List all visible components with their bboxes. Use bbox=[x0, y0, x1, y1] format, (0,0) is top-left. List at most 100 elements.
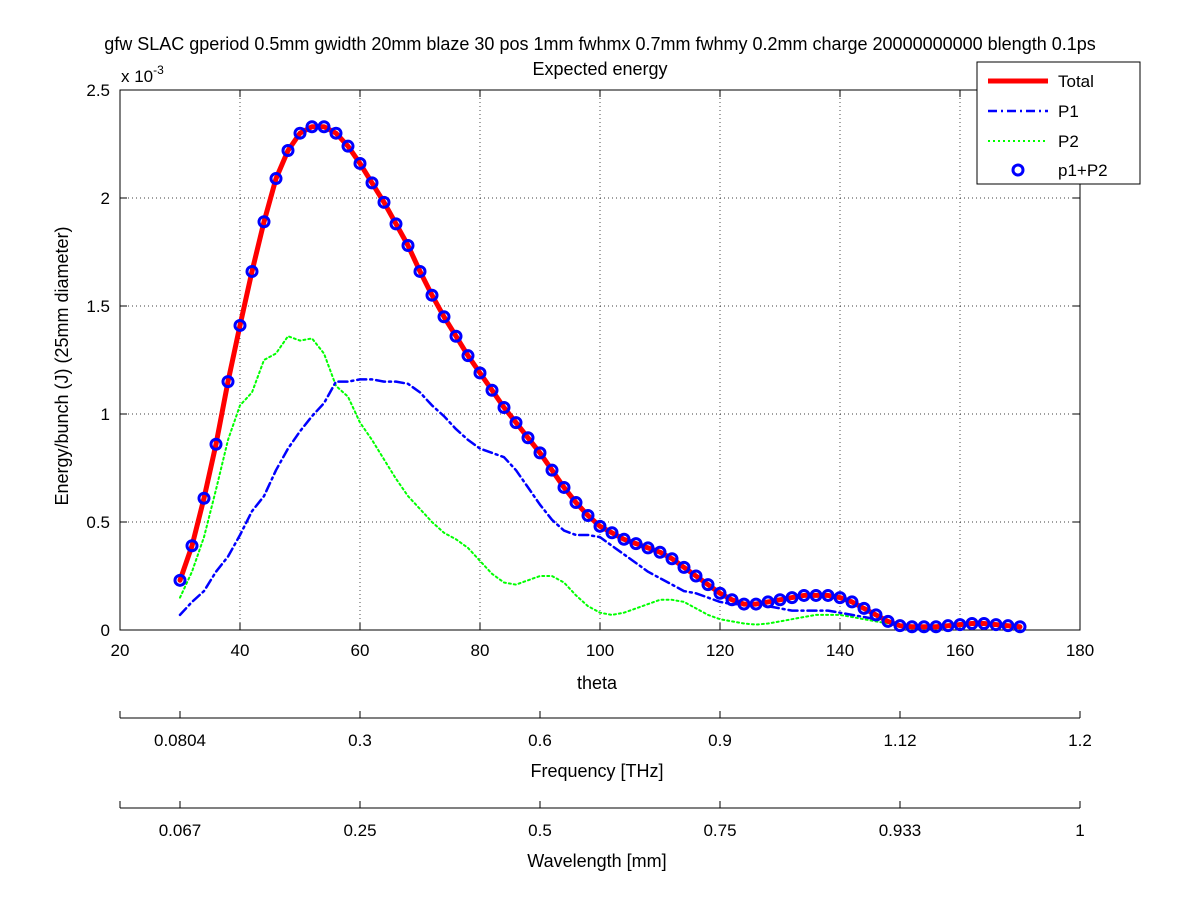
data-point bbox=[941, 619, 955, 633]
y-exponent-label: x 10-3 bbox=[121, 63, 164, 86]
data-point bbox=[341, 139, 355, 153]
data-point bbox=[461, 349, 475, 363]
data-point bbox=[665, 552, 679, 566]
data-point bbox=[473, 366, 487, 380]
series-line bbox=[179, 335, 889, 626]
data-point bbox=[953, 618, 967, 632]
y-tick-label: 2.5 bbox=[86, 81, 110, 100]
data-point bbox=[929, 620, 943, 634]
data-point bbox=[413, 264, 427, 278]
data-point bbox=[677, 560, 691, 574]
legend-label-p1: P1 bbox=[1058, 102, 1079, 121]
data-point bbox=[365, 176, 379, 190]
y-tick-label: 2 bbox=[101, 189, 110, 208]
data-point bbox=[965, 617, 979, 631]
data-point bbox=[845, 595, 859, 609]
data-point bbox=[305, 120, 319, 134]
x-tick-label: 140 bbox=[826, 641, 854, 660]
data-point bbox=[197, 491, 211, 505]
y-tick-label: 1.5 bbox=[86, 297, 110, 316]
series-line bbox=[177, 124, 1023, 630]
legend-marker-p1p2 bbox=[1011, 163, 1025, 177]
y-tick-labels: 0 0.5 1 1.5 2 2.5 bbox=[86, 81, 110, 640]
data-point bbox=[425, 288, 439, 302]
secondary-tick-label: 0.5 bbox=[528, 821, 552, 840]
data-point bbox=[641, 541, 655, 555]
chart-subtitle: Expected energy bbox=[532, 59, 667, 79]
legend: Total P1 P2 p1+P2 bbox=[976, 61, 1141, 185]
data-point bbox=[281, 143, 295, 157]
secondary-tick-label: 0.0804 bbox=[154, 731, 206, 750]
secondary-tick-label: 0.933 bbox=[879, 821, 922, 840]
data-point bbox=[809, 588, 823, 602]
secondary-tick-label: 0.25 bbox=[343, 821, 376, 840]
data-point bbox=[449, 329, 463, 343]
data-point bbox=[329, 126, 343, 140]
data-point bbox=[893, 619, 907, 633]
data-point bbox=[881, 614, 895, 628]
x-tick-label: 180 bbox=[1066, 641, 1094, 660]
data-point bbox=[509, 416, 523, 430]
data-point bbox=[653, 545, 667, 559]
data-point bbox=[293, 126, 307, 140]
data-point bbox=[521, 431, 535, 445]
data-point bbox=[437, 310, 451, 324]
data-point bbox=[209, 437, 223, 451]
secondary-tick-label: 0.75 bbox=[703, 821, 736, 840]
secondary-tick-label: 0.9 bbox=[708, 731, 732, 750]
data-point bbox=[497, 401, 511, 415]
frequency-axis-label: Frequency [THz] bbox=[530, 761, 663, 781]
data-point bbox=[977, 617, 991, 631]
x-tick-label: 120 bbox=[706, 641, 734, 660]
data-point bbox=[233, 318, 247, 332]
x-tick-label: 80 bbox=[471, 641, 490, 660]
series-p1-p2 bbox=[173, 120, 1027, 634]
data-point bbox=[737, 597, 751, 611]
data-point bbox=[257, 215, 271, 229]
data-point bbox=[221, 375, 235, 389]
data-point bbox=[581, 509, 595, 523]
secondary-tick-label: 1 bbox=[1075, 821, 1084, 840]
series-total bbox=[177, 124, 1023, 630]
data-point bbox=[557, 480, 571, 494]
data-point bbox=[833, 591, 847, 605]
data-point bbox=[713, 586, 727, 600]
data-point bbox=[869, 608, 883, 622]
wavelength-axis: 0.067 0.25 0.5 0.75 0.933 1 bbox=[119, 801, 1085, 840]
data-point bbox=[593, 519, 607, 533]
data-point bbox=[245, 264, 259, 278]
secondary-tick-label: 0.3 bbox=[348, 731, 372, 750]
data-point bbox=[317, 120, 331, 134]
data-point bbox=[773, 593, 787, 607]
data-point bbox=[173, 573, 187, 587]
data-point bbox=[785, 591, 799, 605]
data-point bbox=[401, 239, 415, 253]
data-point bbox=[821, 588, 835, 602]
x-tick-label: 20 bbox=[111, 641, 130, 660]
series-layer bbox=[173, 120, 1027, 634]
series-p1 bbox=[178, 378, 902, 625]
x-axis-label: theta bbox=[577, 673, 618, 693]
chart-title: gfw SLAC gperiod 0.5mm gwidth 20mm blaze… bbox=[104, 34, 1096, 54]
x-tick-label: 60 bbox=[351, 641, 370, 660]
data-point bbox=[533, 446, 547, 460]
y-tick-label: 0 bbox=[101, 621, 110, 640]
legend-label-p1p2: p1+P2 bbox=[1058, 161, 1108, 180]
data-point bbox=[377, 195, 391, 209]
series-line bbox=[178, 378, 902, 625]
data-point bbox=[905, 620, 919, 634]
data-point bbox=[917, 620, 931, 634]
y-tick-label: 0.5 bbox=[86, 513, 110, 532]
data-point bbox=[1013, 620, 1027, 634]
data-point bbox=[761, 595, 775, 609]
x-tick-label: 160 bbox=[946, 641, 974, 660]
data-point bbox=[185, 539, 199, 553]
data-point bbox=[689, 569, 703, 583]
data-point bbox=[545, 463, 559, 477]
data-point bbox=[797, 588, 811, 602]
data-point bbox=[857, 601, 871, 615]
secondary-tick-label: 1.12 bbox=[883, 731, 916, 750]
frequency-axis: 0.0804 0.3 0.6 0.9 1.12 1.2 bbox=[119, 711, 1092, 750]
data-point bbox=[485, 383, 499, 397]
